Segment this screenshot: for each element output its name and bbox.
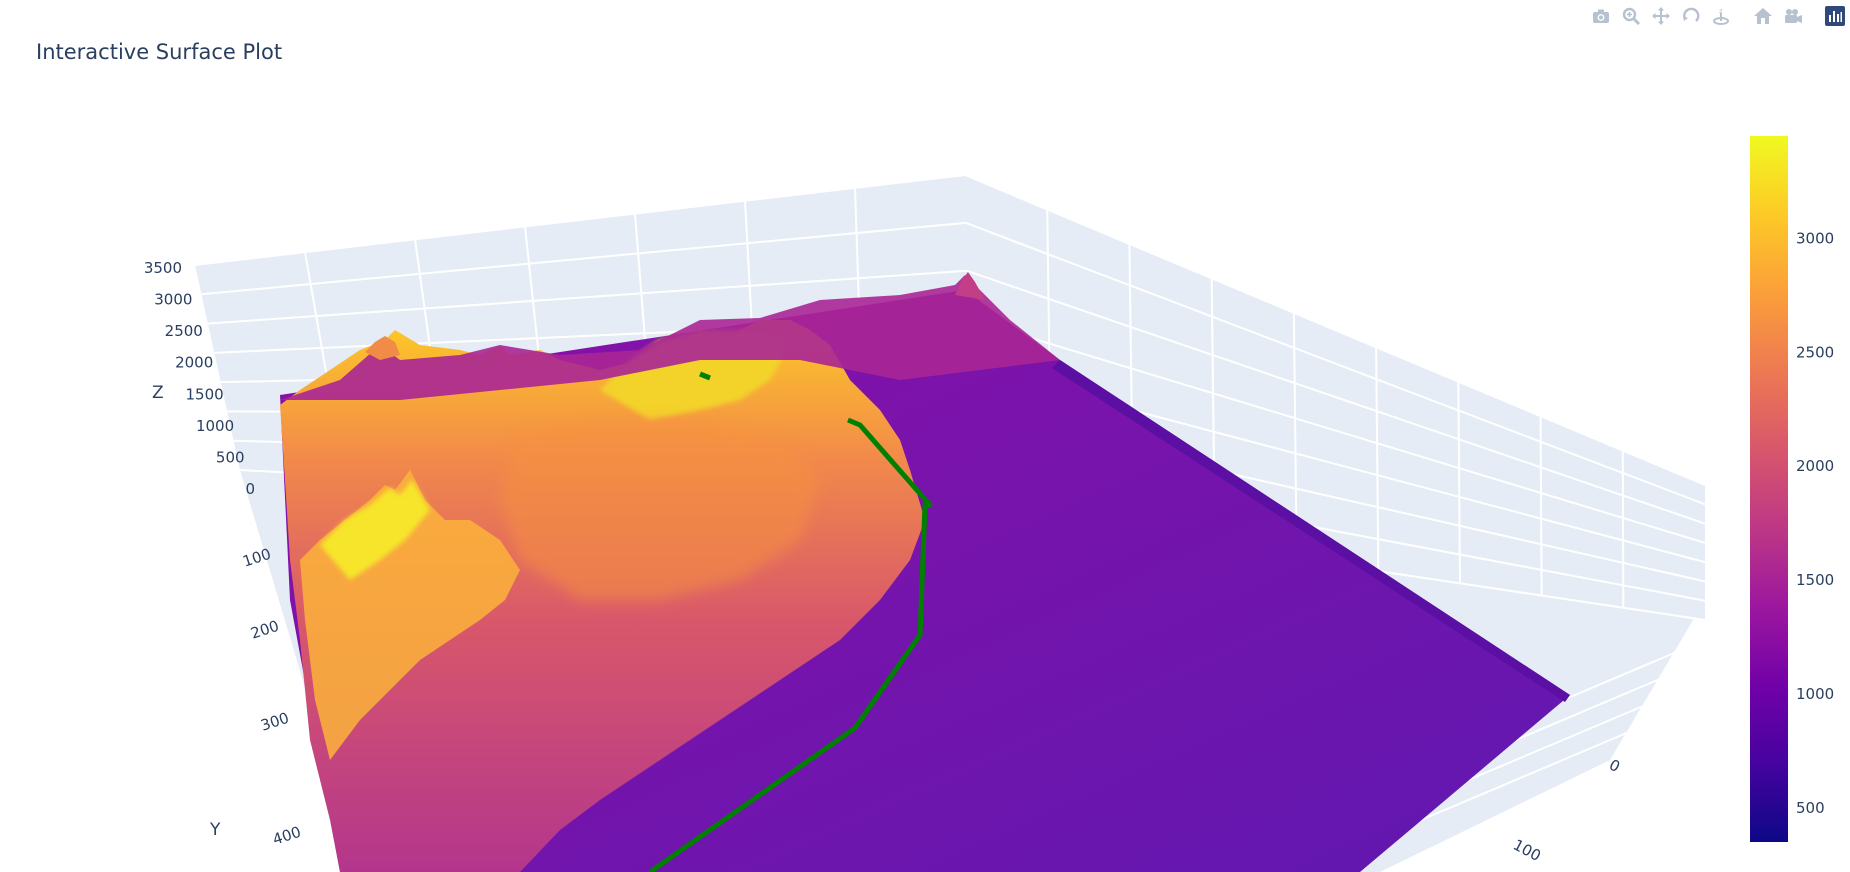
- z-tick-label: 3000: [154, 291, 192, 309]
- surface-far-peak: [955, 272, 985, 300]
- grid-line: [964, 174, 1706, 486]
- grid-line: [966, 317, 1706, 544]
- z-tick-label: 0: [245, 480, 255, 498]
- colorbar-tick-label: 500: [1796, 799, 1825, 817]
- y-tick-label: 300: [258, 709, 291, 735]
- z-tick-label: 2000: [175, 354, 213, 372]
- camera-icon[interactable]: [1589, 4, 1613, 28]
- line-trace: [648, 417, 933, 872]
- pan-icon[interactable]: [1649, 4, 1673, 28]
- surface-peak-yellow-left: [320, 480, 430, 580]
- y-tick-label: 400: [270, 823, 303, 849]
- x-tick-label: 100: [1510, 836, 1544, 865]
- grid-line: [194, 174, 966, 266]
- plotly-logo-icon[interactable]: [1823, 4, 1847, 28]
- colorbar-tick-label: 1500: [1796, 571, 1834, 589]
- grid-line: [1539, 416, 1543, 596]
- grid-line: [207, 269, 967, 325]
- surface-left-peak-orange: [365, 336, 400, 360]
- chart-title: Interactive Surface Plot: [36, 40, 283, 64]
- z-tick-label: 1000: [196, 417, 234, 435]
- z-tick-label: 2500: [165, 322, 203, 340]
- home-icon[interactable]: [1751, 4, 1775, 28]
- surface-trace[interactable]: [280, 272, 1570, 872]
- video-camera-icon[interactable]: [1781, 4, 1805, 28]
- y-tick-label: 100: [240, 545, 273, 571]
- colorbar-ticks: 500 1000 1500 2000 2500 3000: [1796, 229, 1834, 816]
- grid-line: [1375, 347, 1380, 572]
- line-trace-segment: [699, 371, 711, 381]
- y-axis-title: Y: [209, 820, 221, 840]
- colorbar-gradient: [1750, 136, 1788, 842]
- colorbar-tick-label: 3000: [1796, 229, 1834, 247]
- zoom-icon[interactable]: [1619, 4, 1643, 28]
- grid-line: [1621, 450, 1625, 608]
- surface-back-ridge: [280, 275, 1060, 400]
- z-tick-label: 3500: [144, 259, 182, 277]
- grid-line: [965, 221, 1706, 506]
- grid-line: [201, 221, 966, 296]
- svg-text:z: z: [1719, 7, 1723, 15]
- colorbar: 500 1000 1500 2000 2500 3000: [1750, 136, 1834, 842]
- grid-line: [966, 269, 1706, 525]
- surface-right-edge: [1052, 360, 1570, 702]
- modebar: z: [1586, 4, 1850, 28]
- colorbar-tick-label: 2000: [1796, 457, 1834, 475]
- turntable-icon[interactable]: z: [1709, 4, 1733, 28]
- orbit-icon[interactable]: [1679, 4, 1703, 28]
- z-tick-label: 1500: [186, 385, 224, 403]
- surface-orange-band: [500, 420, 820, 600]
- colorbar-tick-label: 2500: [1796, 343, 1834, 361]
- z-tick-label: 500: [216, 448, 245, 466]
- y-tick-label: 200: [248, 617, 281, 643]
- grid-line: [1457, 381, 1461, 584]
- colorbar-tick-label: 1000: [1796, 685, 1834, 703]
- z-axis-title: Z: [152, 383, 164, 403]
